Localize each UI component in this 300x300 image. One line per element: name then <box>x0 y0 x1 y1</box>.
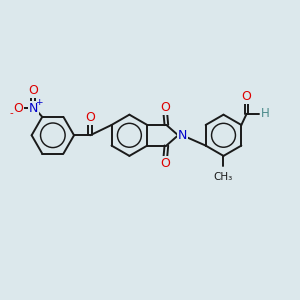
Text: H: H <box>260 107 269 120</box>
Text: N: N <box>178 129 187 142</box>
Text: -: - <box>10 108 14 118</box>
Text: O: O <box>160 157 170 170</box>
Text: +: + <box>35 98 43 107</box>
Text: CH₃: CH₃ <box>214 172 233 182</box>
Text: O: O <box>242 90 252 103</box>
Text: O: O <box>160 100 170 113</box>
Text: O: O <box>85 111 95 124</box>
Text: N: N <box>29 102 38 115</box>
Text: O: O <box>28 84 38 97</box>
Text: O: O <box>13 102 23 115</box>
